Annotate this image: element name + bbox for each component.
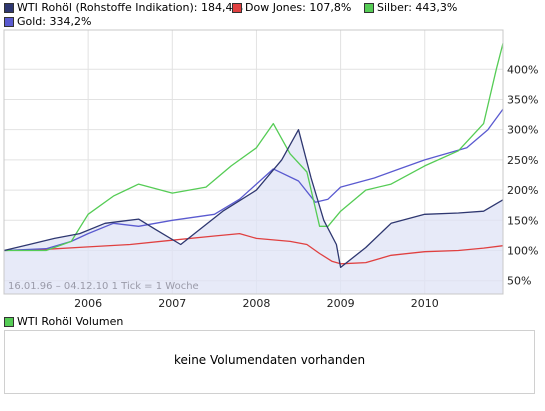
x-tick-label: 2008: [242, 297, 270, 310]
x-tick-label: 2007: [158, 297, 186, 310]
y-tick-label: 400%: [507, 63, 538, 76]
volume-panel: keine Volumendaten vorhanden: [4, 330, 535, 394]
x-tick-label: 2009: [327, 297, 355, 310]
legend-item-silber: Silber: 443,3%: [364, 1, 457, 14]
series-line-wti: [3, 129, 504, 269]
legend-swatch-silber: [364, 2, 374, 13]
chart-date-range: 16.01.96 – 04.12.10 1 Tick = 1 Woche: [8, 281, 199, 292]
series-line-silber: [4, 43, 504, 252]
volume-legend-swatch: [4, 316, 14, 327]
legend-label-gold: Gold: 334,2%: [17, 15, 92, 28]
legend-swatch-dow: [232, 2, 242, 13]
legend-item-dow: Dow Jones: 107,8%: [232, 1, 351, 14]
y-tick-label: 150%: [507, 214, 538, 227]
legend-label-silber: Silber: 443,3%: [377, 1, 458, 14]
series-line-gold: [3, 108, 504, 252]
legend-label-dow: Dow Jones: 107,8%: [245, 1, 352, 14]
legend-item-gold: Gold: 334,2%: [4, 15, 91, 28]
chart-legend: WTI Rohöl (Rohstoffe Indikation): 184,4%…: [4, 1, 544, 29]
x-tick-label: 2010: [411, 297, 439, 310]
series-area-wti: [4, 129, 503, 294]
y-tick-label: 300%: [507, 124, 538, 137]
y-tick-label: 50%: [507, 275, 531, 288]
x-tick-label: 2006: [74, 297, 102, 310]
volume-legend: WTI Rohöl Volumen: [4, 315, 123, 328]
y-tick-label: 200%: [507, 184, 538, 197]
legend-swatch-wti: [4, 2, 14, 13]
legend-swatch-gold: [4, 16, 14, 27]
plot-frame: [3, 29, 504, 295]
y-tick-label: 250%: [507, 154, 538, 167]
price-chart: 50% 100% 150% 200% 250% 300% 350% 400% 2006 2007 2…: [3, 29, 538, 310]
y-tick-label: 100%: [507, 245, 538, 258]
volume-legend-label: WTI Rohöl Volumen: [17, 315, 124, 328]
y-tick-label: 350%: [507, 93, 538, 106]
series-line-dow: [3, 232, 504, 265]
volume-empty-message: keine Volumendaten vorhanden: [173, 353, 366, 367]
